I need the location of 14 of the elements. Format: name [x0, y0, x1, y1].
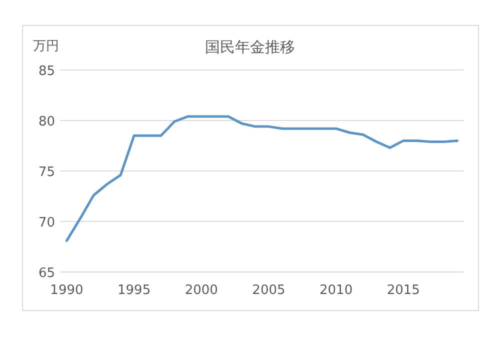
y-tick-label: 80: [38, 114, 55, 130]
y-tick-label: 65: [38, 266, 55, 281]
y-tick-label: 70: [38, 216, 55, 230]
x-tick-label: 2015: [386, 283, 420, 298]
y-tick-label: 85: [38, 64, 55, 79]
y-axis-title: 万円: [33, 39, 59, 54]
y-tick-label: 75: [38, 165, 55, 180]
x-tick-label: 2010: [320, 283, 353, 298]
x-tick-label: 2005: [252, 283, 286, 298]
x-tick-label: 1990: [50, 283, 84, 298]
x-tick-label: 1995: [118, 283, 151, 298]
line-series: [65, 115, 459, 242]
chart-title: 国民年金推移: [205, 38, 295, 56]
x-tick-label: 2000: [184, 283, 218, 298]
